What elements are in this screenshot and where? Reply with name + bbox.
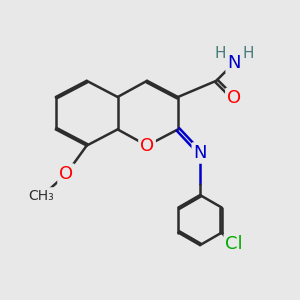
Text: H: H <box>214 46 226 61</box>
Text: O: O <box>59 165 73 183</box>
Text: N: N <box>227 54 241 72</box>
Text: O: O <box>140 136 154 154</box>
Text: O: O <box>227 89 241 107</box>
Text: H: H <box>242 46 254 61</box>
Text: N: N <box>193 144 207 162</box>
Text: CH₃: CH₃ <box>28 189 54 202</box>
Text: Cl: Cl <box>225 235 243 253</box>
